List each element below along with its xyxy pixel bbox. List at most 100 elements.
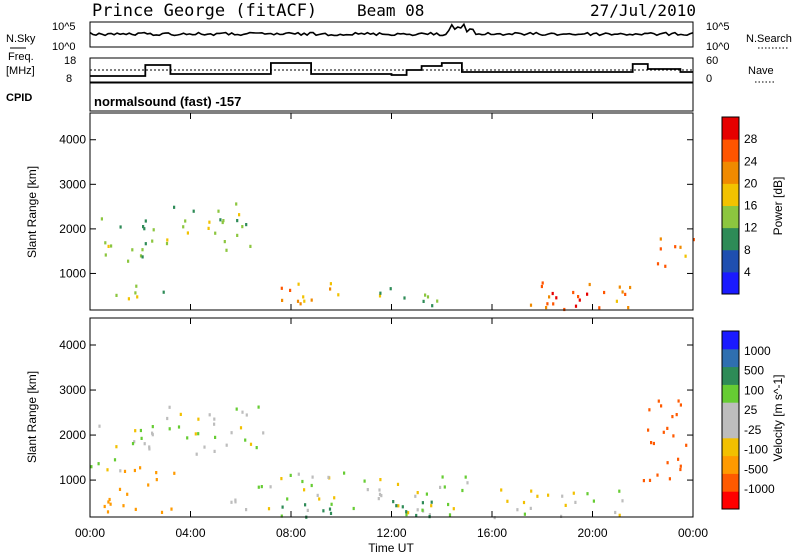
- velocity-y-tick-label: 3000: [59, 383, 86, 397]
- x-tick-label: 16:00: [477, 526, 507, 540]
- velocity-cell: [421, 501, 424, 505]
- velocity-cell: [452, 507, 455, 511]
- velocity-cell: [286, 497, 289, 501]
- velocity-cell: [139, 428, 142, 433]
- velocity-cell: [396, 482, 400, 486]
- velocity-cell: [109, 502, 112, 506]
- power-cell: [603, 290, 606, 295]
- power-cell: [166, 238, 169, 242]
- power-colorbar-segment: [722, 161, 739, 184]
- power-y-axis-label: Slant Range [km]: [25, 166, 39, 258]
- velocity-cell: [234, 500, 237, 504]
- noise-right-tick-bottom: 10^0: [706, 41, 730, 53]
- power-cell: [280, 286, 283, 290]
- velocity-cell: [621, 499, 624, 503]
- velocity-cell: [151, 433, 154, 437]
- velocity-cell: [516, 508, 519, 512]
- x-tick-label: 00:00: [75, 526, 105, 540]
- power-cell: [141, 248, 144, 252]
- velocity-cell: [352, 506, 355, 511]
- velocity-cell: [523, 512, 526, 516]
- noise-left-tick-bottom: 10^0: [52, 41, 76, 53]
- velocity-cell: [530, 489, 533, 493]
- power-cell: [389, 287, 392, 291]
- power-cell: [192, 209, 195, 213]
- velocity-cell: [280, 477, 283, 481]
- velocity-cell: [448, 513, 452, 517]
- power-cell: [337, 293, 340, 297]
- velocity-cell: [249, 442, 253, 446]
- power-cell: [627, 306, 630, 310]
- x-tick-label: 20:00: [577, 526, 607, 540]
- velocity-cell: [297, 472, 300, 476]
- velocity-colorbar-label: Velocity [m s^-1]: [771, 375, 785, 462]
- velocity-cell: [213, 417, 216, 421]
- station-title: Prince George (fitACF): [92, 1, 317, 21]
- velocity-colorbar-segment: [722, 420, 739, 439]
- velocity-cell: [679, 403, 682, 407]
- power-cell: [135, 284, 138, 288]
- freq-right-tick-top: 60: [706, 55, 718, 67]
- noise-right-label: N.Search: [746, 33, 792, 45]
- power-cell: [144, 219, 147, 223]
- velocity-cell: [430, 500, 433, 504]
- velocity-cell: [405, 513, 408, 517]
- velocity-cell: [280, 514, 283, 518]
- velocity-cell: [257, 405, 260, 409]
- velocity-cell: [107, 500, 110, 504]
- power-cell: [152, 228, 155, 232]
- velocity-cell: [648, 478, 652, 482]
- power-cell: [618, 285, 621, 289]
- velocity-cell: [405, 510, 408, 514]
- x-axis-label: Time UT: [368, 541, 414, 554]
- power-cell: [222, 219, 225, 223]
- power-cell: [541, 281, 544, 285]
- velocity-cell: [443, 485, 446, 489]
- velocity-cell: [416, 508, 419, 512]
- velocity-cell: [230, 431, 233, 435]
- velocity-cell: [328, 507, 332, 511]
- velocity-cell: [155, 478, 158, 482]
- velocity-cell: [318, 497, 321, 501]
- power-colorbar-segment: [722, 227, 739, 251]
- frequency-line: [90, 62, 693, 77]
- power-colorbar-segment: [722, 249, 739, 273]
- velocity-cell: [379, 478, 382, 482]
- power-cell: [139, 254, 143, 258]
- velocity-cell: [679, 464, 682, 468]
- power-cell: [403, 296, 406, 300]
- velocity-cell: [378, 492, 382, 496]
- velocity-cell: [168, 427, 171, 431]
- velocity-cell: [414, 494, 417, 498]
- velocity-colorbar-tick: 500: [744, 364, 764, 378]
- power-colorbar-label: Power [dB]: [771, 177, 785, 236]
- velocity-cell: [179, 412, 182, 416]
- velocity-cell: [208, 413, 211, 417]
- velocity-cell: [140, 436, 143, 440]
- velocity-cell: [241, 410, 244, 414]
- velocity-cell: [407, 511, 410, 515]
- power-cell: [674, 245, 677, 249]
- velocity-cell: [343, 471, 346, 475]
- power-cell: [182, 225, 185, 229]
- velocity-cell: [572, 491, 575, 495]
- velocity-cell: [652, 441, 655, 446]
- velocity-cell: [421, 508, 424, 512]
- velocity-cell: [425, 492, 428, 496]
- velocity-cell: [561, 494, 564, 498]
- velocity-colorbar-segment: [722, 455, 739, 474]
- velocity-cell: [466, 481, 469, 485]
- cpid-label: CPID: [6, 92, 32, 104]
- power-cell: [555, 296, 558, 300]
- velocity-cell: [97, 462, 100, 466]
- velocity-colorbar-segment: [722, 366, 739, 385]
- velocity-y-tick-label: 2000: [59, 428, 86, 442]
- power-cell: [548, 295, 551, 299]
- velocity-cell: [574, 500, 577, 504]
- velocity-cell: [148, 445, 151, 449]
- velocity-cell: [134, 429, 137, 433]
- power-cell: [598, 306, 601, 310]
- x-tick-label: 00:00: [678, 526, 708, 540]
- noise-right-tick-top: 10^5: [706, 21, 730, 33]
